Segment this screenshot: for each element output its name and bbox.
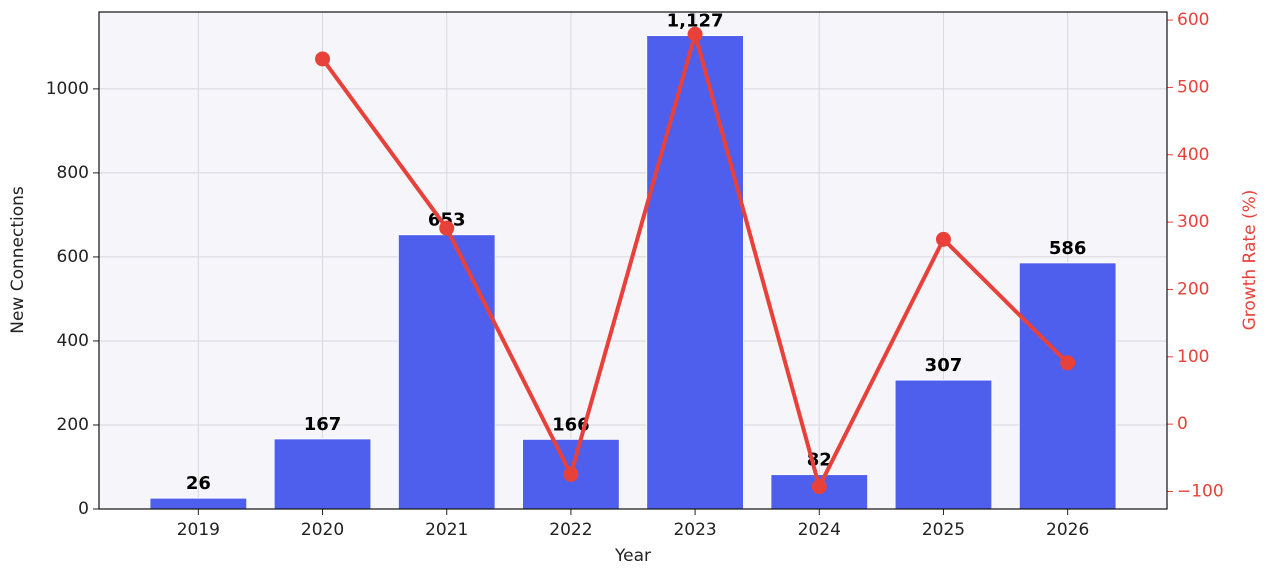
point <box>935 231 951 247</box>
point <box>439 220 455 236</box>
y2-axis-label: Growth Rate (%) <box>1240 190 1260 331</box>
x-axis-label: Year <box>614 546 651 566</box>
bar <box>894 379 993 510</box>
y2-tick-label: 100 <box>1177 347 1209 367</box>
y-tick-label: 200 <box>57 415 89 435</box>
x-tick-label: 2026 <box>1046 520 1089 540</box>
bar <box>1018 262 1117 510</box>
y2-tick-label: 400 <box>1177 145 1209 165</box>
x-tick-label: 2020 <box>301 520 344 540</box>
x-tick-label: 2019 <box>177 520 220 540</box>
point <box>687 26 703 42</box>
x-tick-label: 2022 <box>549 520 592 540</box>
data-label: 307 <box>925 355 963 376</box>
bar <box>273 438 372 510</box>
data-label: 166 <box>552 414 590 435</box>
point <box>1060 355 1076 371</box>
bar <box>397 234 496 510</box>
y-tick-label: 800 <box>57 163 89 183</box>
y-tick-label: 400 <box>57 331 89 351</box>
y-tick-label: 1000 <box>46 79 89 99</box>
bar <box>646 35 745 510</box>
data-label: 1,127 <box>667 11 724 32</box>
x-tick-label: 2021 <box>425 520 468 540</box>
point <box>811 479 827 495</box>
x-tick-label: 2024 <box>798 520 841 540</box>
y2-tick-label: 0 <box>1177 414 1188 434</box>
y2-tick-label: 600 <box>1177 10 1209 30</box>
x-tick-label: 2025 <box>922 520 965 540</box>
y-tick-label: 0 <box>78 499 89 519</box>
y2-tick-label: 200 <box>1177 279 1209 299</box>
point <box>563 466 579 482</box>
y-axis-label: New Connections <box>8 186 28 334</box>
y2-tick-label: −100 <box>1177 481 1224 501</box>
x-tick-label: 2023 <box>673 520 716 540</box>
data-label: 167 <box>304 414 342 435</box>
y2-tick-label: 300 <box>1177 212 1209 232</box>
point <box>315 51 331 67</box>
bar <box>149 497 248 510</box>
plot-frame <box>98 11 1168 510</box>
y2-tick-label: 500 <box>1177 77 1209 97</box>
data-label: 26 <box>186 473 211 494</box>
data-label: 586 <box>1049 238 1087 259</box>
y-tick-label: 600 <box>57 247 89 267</box>
